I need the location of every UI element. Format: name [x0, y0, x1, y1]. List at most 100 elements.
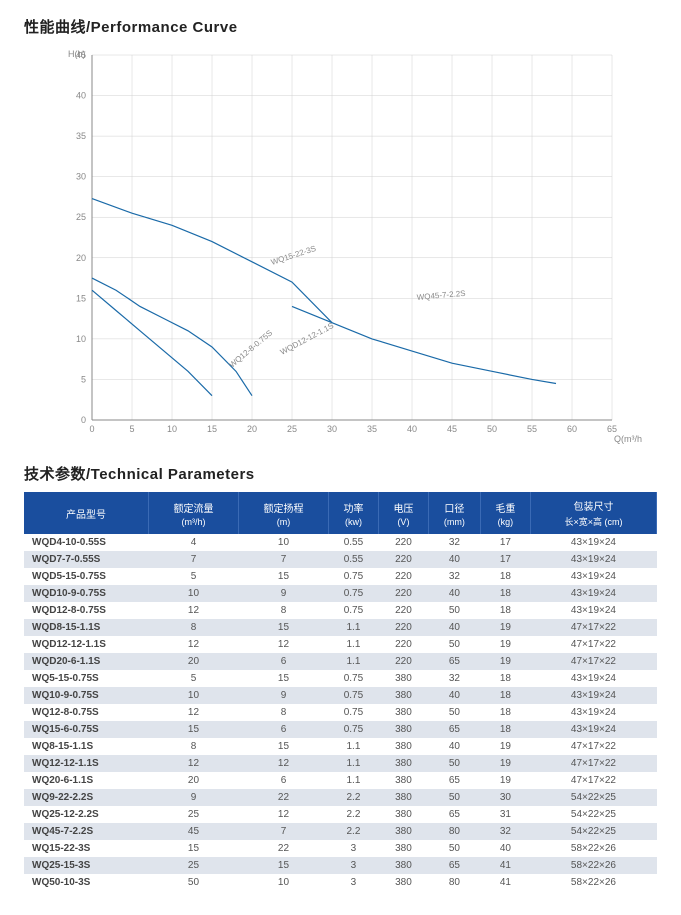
data-cell: 6: [238, 772, 328, 789]
data-cell: 1.1: [328, 772, 378, 789]
model-cell: WQD10-9-0.75S: [24, 585, 149, 602]
svg-text:Q(m³/h): Q(m³/h): [614, 434, 642, 444]
data-cell: 220: [378, 534, 428, 551]
data-cell: 3: [328, 857, 378, 874]
data-cell: 65: [428, 857, 480, 874]
data-cell: 43×19×24: [530, 585, 656, 602]
col-header-sub: 长×宽×高 (cm): [533, 515, 654, 528]
table-row: WQ15-22-3S15223380504058×22×26: [24, 840, 657, 857]
col-header-sub: (kw): [331, 517, 376, 527]
table-row: WQD7-7-0.55S770.55220401743×19×24: [24, 551, 657, 568]
data-cell: 32: [428, 534, 480, 551]
col-header: 额定流量 (m³/h): [149, 492, 239, 534]
svg-text:25: 25: [76, 212, 86, 222]
data-cell: 43×19×24: [530, 602, 656, 619]
table-row: WQ25-12-2.2S25122.2380653154×22×25: [24, 806, 657, 823]
data-cell: 220: [378, 619, 428, 636]
data-cell: 6: [238, 721, 328, 738]
data-cell: 10: [149, 585, 239, 602]
table-row: WQD4-10-0.55S4100.55220321743×19×24: [24, 534, 657, 551]
data-cell: 380: [378, 874, 428, 891]
data-cell: 7: [149, 551, 239, 568]
model-cell: WQ20-6-1.1S: [24, 772, 149, 789]
data-cell: 47×17×22: [530, 772, 656, 789]
chart-section-title: 性能曲线/Performance Curve: [24, 16, 657, 37]
data-cell: 0.75: [328, 670, 378, 687]
data-cell: 0.55: [328, 534, 378, 551]
data-cell: 15: [238, 738, 328, 755]
model-cell: WQD20-6-1.1S: [24, 653, 149, 670]
svg-text:40: 40: [407, 424, 417, 434]
svg-text:10: 10: [167, 424, 177, 434]
data-cell: 43×19×24: [530, 721, 656, 738]
data-cell: 40: [428, 738, 480, 755]
data-cell: 47×17×22: [530, 738, 656, 755]
svg-text:0: 0: [81, 415, 86, 425]
data-cell: 32: [480, 823, 530, 840]
data-cell: 43×19×24: [530, 704, 656, 721]
data-cell: 80: [428, 874, 480, 891]
data-cell: 380: [378, 772, 428, 789]
svg-text:WQ15-22-3S: WQ15-22-3S: [270, 244, 317, 267]
data-cell: 0.75: [328, 602, 378, 619]
data-cell: 32: [428, 568, 480, 585]
data-cell: 17: [480, 551, 530, 568]
data-cell: 220: [378, 568, 428, 585]
data-cell: 380: [378, 857, 428, 874]
col-header-sub: (V): [381, 517, 426, 527]
data-cell: 19: [480, 636, 530, 653]
model-cell: WQD12-8-0.75S: [24, 602, 149, 619]
model-cell: WQ5-15-0.75S: [24, 670, 149, 687]
data-cell: 43×19×24: [530, 687, 656, 704]
svg-text:60: 60: [567, 424, 577, 434]
model-cell: WQ15-6-0.75S: [24, 721, 149, 738]
data-cell: 47×17×22: [530, 636, 656, 653]
col-header: 包装尺寸长×宽×高 (cm): [530, 492, 656, 534]
data-cell: 0.75: [328, 687, 378, 704]
data-cell: 2.2: [328, 806, 378, 823]
data-cell: 50: [149, 874, 239, 891]
data-cell: 65: [428, 772, 480, 789]
col-header-sub: (kg): [483, 517, 528, 527]
data-cell: 0.75: [328, 704, 378, 721]
data-cell: 50: [428, 840, 480, 857]
col-header: 口径(mm): [428, 492, 480, 534]
data-cell: 1.1: [328, 738, 378, 755]
data-cell: 50: [428, 755, 480, 772]
data-cell: 58×22×26: [530, 840, 656, 857]
data-cell: 5: [149, 670, 239, 687]
data-cell: 5: [149, 568, 239, 585]
data-cell: 9: [149, 789, 239, 806]
col-header-main: 额定流量: [151, 500, 236, 515]
data-cell: 15: [238, 857, 328, 874]
data-cell: 40: [428, 551, 480, 568]
data-cell: 50: [428, 636, 480, 653]
data-cell: 15: [238, 568, 328, 585]
data-cell: 43×19×24: [530, 534, 656, 551]
col-header-sub: (m³/h): [151, 517, 236, 527]
col-header: 功率(kw): [328, 492, 378, 534]
data-cell: 43×19×24: [530, 670, 656, 687]
svg-text:25: 25: [287, 424, 297, 434]
data-cell: 20: [149, 653, 239, 670]
data-cell: 220: [378, 653, 428, 670]
svg-text:35: 35: [76, 131, 86, 141]
col-header-main: 产品型号: [26, 506, 146, 521]
model-cell: WQ10-9-0.75S: [24, 687, 149, 704]
data-cell: 41: [480, 874, 530, 891]
data-cell: 380: [378, 840, 428, 857]
svg-text:45: 45: [447, 424, 457, 434]
chart-svg: 0510152025303540455055606505101520253035…: [42, 45, 642, 445]
data-cell: 220: [378, 602, 428, 619]
data-cell: 17: [480, 534, 530, 551]
data-cell: 12: [149, 636, 239, 653]
model-cell: WQ50-10-3S: [24, 874, 149, 891]
model-cell: WQ12-12-1.1S: [24, 755, 149, 772]
data-cell: 32: [428, 670, 480, 687]
data-cell: 380: [378, 721, 428, 738]
col-header-main: 额定扬程: [241, 500, 326, 515]
model-cell: WQD5-15-0.75S: [24, 568, 149, 585]
data-cell: 54×22×25: [530, 823, 656, 840]
data-cell: 15: [238, 670, 328, 687]
table-row: WQ9-22-2.2S9222.2380503054×22×25: [24, 789, 657, 806]
